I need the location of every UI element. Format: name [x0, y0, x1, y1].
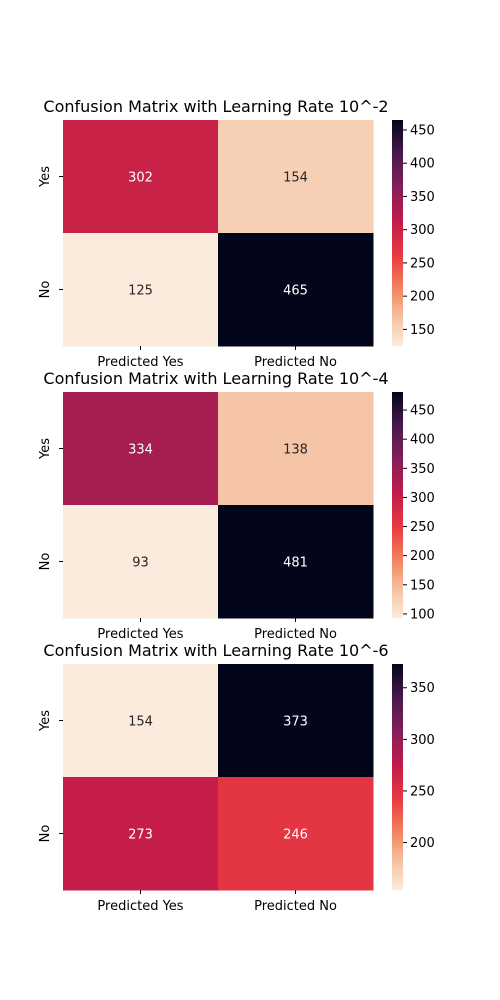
cell-value-label: 302 — [128, 171, 153, 186]
colorbar-tick-label: 250 — [410, 784, 435, 799]
colorbar-tick-label: 200 — [410, 290, 435, 305]
x-tick-label: Predicted No — [254, 627, 337, 642]
cell-value-label: 154 — [283, 171, 308, 186]
colorbar — [392, 120, 403, 346]
chart-title: Confusion Matrix with Learning Rate 10^-… — [43, 97, 388, 116]
y-tick-label: Yes — [38, 166, 53, 188]
colorbar-tick-label: 450 — [410, 404, 435, 419]
x-tick-label: Predicted No — [254, 355, 337, 370]
x-tick-label: Predicted Yes — [97, 899, 183, 914]
colorbar-tick-label: 250 — [410, 256, 435, 271]
cell-value-label: 481 — [283, 556, 308, 571]
colorbar-tick-label: 250 — [410, 520, 435, 535]
cell-value-label: 125 — [128, 284, 153, 299]
cell-value-label: 465 — [283, 284, 308, 299]
y-tick-label: No — [38, 825, 53, 843]
x-tick-label: Predicted No — [254, 899, 337, 914]
y-tick-label: No — [38, 281, 53, 299]
colorbar-tick-label: 350 — [410, 190, 435, 205]
colorbar-tick-label: 150 — [410, 323, 435, 338]
cell-value-label: 154 — [128, 715, 153, 730]
cell-value-label: 138 — [283, 443, 308, 458]
colorbar-tick-label: 400 — [410, 157, 435, 172]
y-tick-label: Yes — [38, 710, 53, 732]
colorbar-tick-label: 350 — [410, 462, 435, 477]
y-tick-label: Yes — [38, 438, 53, 460]
colorbar-tick-label: 300 — [410, 223, 435, 238]
colorbar — [392, 664, 403, 890]
colorbar-tick-label: 200 — [410, 836, 435, 851]
x-tick-label: Predicted Yes — [97, 355, 183, 370]
colorbar-tick-label: 100 — [410, 607, 435, 622]
colorbar-tick-label: 400 — [410, 433, 435, 448]
colorbar-tick-label: 300 — [410, 733, 435, 748]
heatmap-panel-1: Confusion Matrix with Learning Rate 10^-… — [38, 97, 435, 370]
cell-value-label: 373 — [283, 715, 308, 730]
chart-title: Confusion Matrix with Learning Rate 10^-… — [43, 641, 388, 660]
colorbar-tick-label: 200 — [410, 549, 435, 564]
chart-title: Confusion Matrix with Learning Rate 10^-… — [43, 369, 388, 388]
x-tick-label: Predicted Yes — [97, 627, 183, 642]
y-tick-label: No — [38, 553, 53, 571]
colorbar-tick-label: 350 — [410, 681, 435, 696]
colorbar-tick-label: 450 — [410, 123, 435, 138]
colorbar — [392, 392, 403, 618]
cell-value-label: 93 — [132, 556, 149, 571]
cell-value-label: 273 — [128, 828, 153, 843]
heatmap-panel-3: Confusion Matrix with Learning Rate 10^-… — [38, 641, 435, 914]
colorbar-tick-label: 150 — [410, 578, 435, 593]
heatmap-panel-2: Confusion Matrix with Learning Rate 10^-… — [38, 369, 435, 642]
cell-value-label: 334 — [128, 443, 153, 458]
colorbar-tick-label: 300 — [410, 491, 435, 506]
cell-value-label: 246 — [283, 828, 308, 843]
